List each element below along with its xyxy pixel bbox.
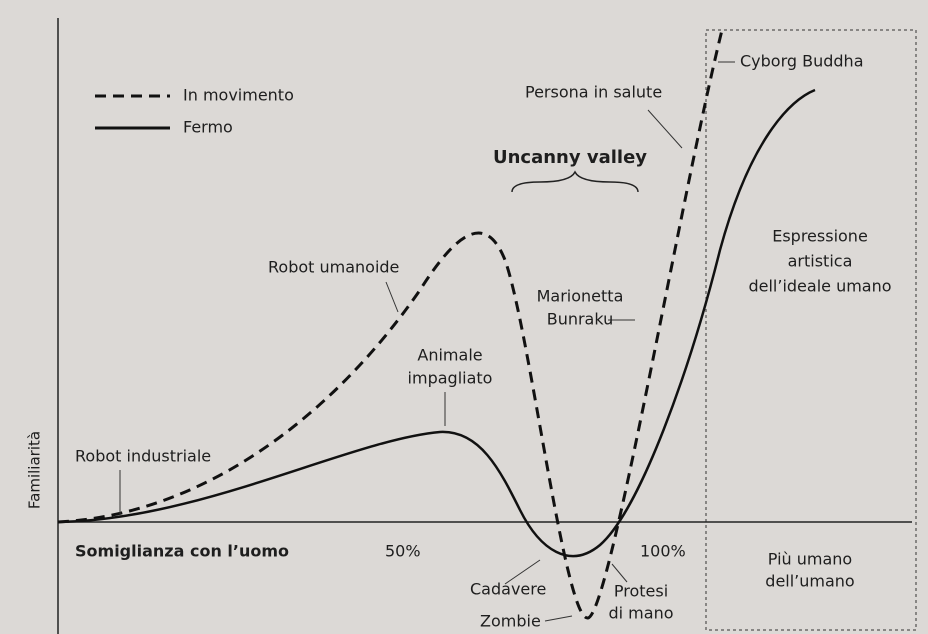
label: artistica xyxy=(788,252,853,271)
label: Robot industriale xyxy=(75,447,211,466)
legend-label: In movimento xyxy=(183,86,294,105)
x-tick-label: 100% xyxy=(640,542,686,561)
label: impagliato xyxy=(408,369,493,388)
brace xyxy=(511,170,639,193)
title: Uncanny valley xyxy=(493,147,647,168)
label: dell’ideale umano xyxy=(748,277,891,296)
label: Marionetta xyxy=(537,287,624,306)
label: Animale xyxy=(417,346,482,365)
label: Protesi xyxy=(614,582,668,601)
label: Cadavere xyxy=(470,580,546,599)
moving-curve xyxy=(57,29,724,620)
label: Persona in salute xyxy=(525,83,662,102)
label: dell’umano xyxy=(765,572,854,591)
legend-label: Fermo xyxy=(183,118,233,137)
y-axis-label: Familiarità xyxy=(26,431,44,509)
label: Robot umanoide xyxy=(268,258,399,277)
label: Espressione xyxy=(772,227,868,246)
label: Zombie xyxy=(480,612,541,631)
still-curve xyxy=(57,88,816,558)
leader-lines xyxy=(119,61,735,622)
label: Cyborg Buddha xyxy=(740,52,864,71)
label: Bunraku xyxy=(547,310,614,329)
region-box xyxy=(705,29,917,631)
label: di mano xyxy=(608,604,673,623)
x-tick-label: 50% xyxy=(385,542,421,561)
x-axis-label: Somiglianza con l’uomo xyxy=(75,542,289,561)
label: Più umano xyxy=(768,550,852,569)
